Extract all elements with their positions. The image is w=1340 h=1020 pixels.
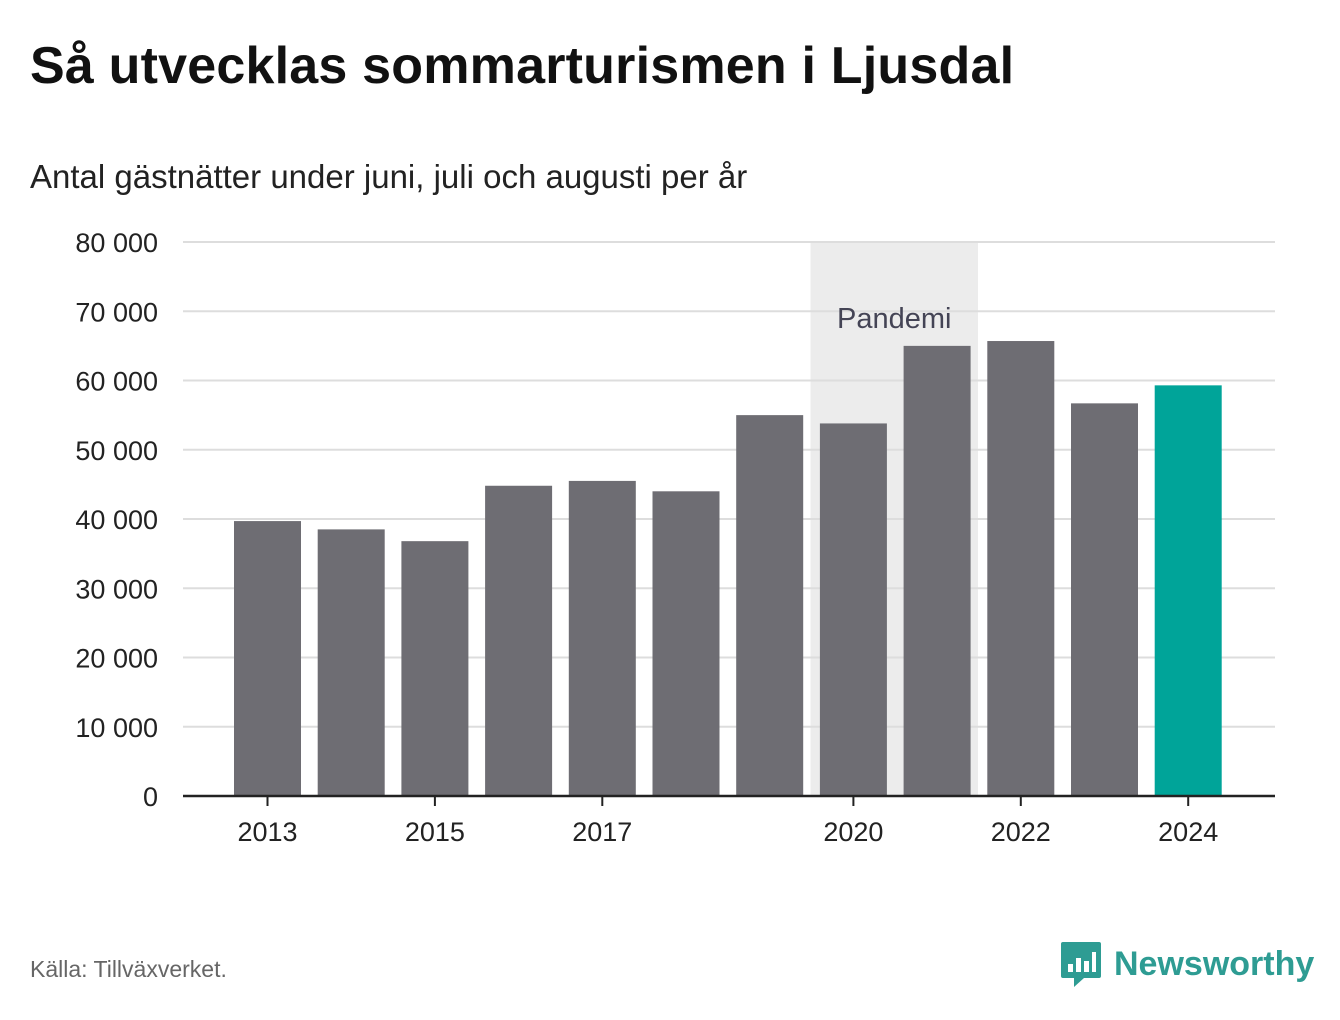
chart-title: Så utvecklas sommarturismen i Ljusdal <box>30 37 1015 95</box>
bar-chart-speech-bubble-icon <box>1061 942 1101 987</box>
x-tick-label: 2013 <box>237 817 297 847</box>
bar-2017 <box>568 480 636 796</box>
bar-2024 <box>1154 385 1222 796</box>
x-tick-label: 2017 <box>572 817 632 847</box>
bar-2022 <box>987 341 1055 796</box>
y-tick-label: 50 000 <box>75 436 158 466</box>
y-tick-label: 20 000 <box>75 644 158 674</box>
bar-2016 <box>485 485 553 796</box>
y-tick-label: 80 000 <box>75 228 158 258</box>
bar-2013 <box>234 521 301 796</box>
bar-2020 <box>819 423 887 796</box>
x-tick-label: 2020 <box>823 817 883 847</box>
bar-2023 <box>1071 403 1138 796</box>
x-tick-label: 2015 <box>405 817 465 847</box>
y-tick-label: 0 <box>143 782 158 812</box>
bar-2021 <box>903 345 971 796</box>
y-tick-label: 30 000 <box>75 574 158 604</box>
pandemic-label: Pandemi <box>837 303 951 335</box>
y-tick-label: 40 000 <box>75 505 158 535</box>
bar-2014 <box>317 529 385 796</box>
chart-subtitle: Antal gästnätter under juni, juli och au… <box>30 158 748 195</box>
source-note: Källa: Tillväxverket. <box>30 956 227 982</box>
y-tick-label: 60 000 <box>75 367 158 397</box>
x-tick-label: 2024 <box>1158 817 1218 847</box>
y-tick-label: 70 000 <box>75 297 158 327</box>
brand-name: Newsworthy <box>1114 944 1315 983</box>
bar-2019 <box>736 415 804 796</box>
x-tick-label: 2022 <box>991 817 1051 847</box>
bar-2015 <box>401 541 469 796</box>
y-tick-label: 10 000 <box>75 713 158 743</box>
bar-2018 <box>652 491 720 796</box>
bar-chart: 0 10 000 20 000 30 000 40 000 50 000 60 000 70 … <box>75 228 1275 847</box>
brand-logo[interactable]: Newsworthy <box>1060 940 1314 988</box>
